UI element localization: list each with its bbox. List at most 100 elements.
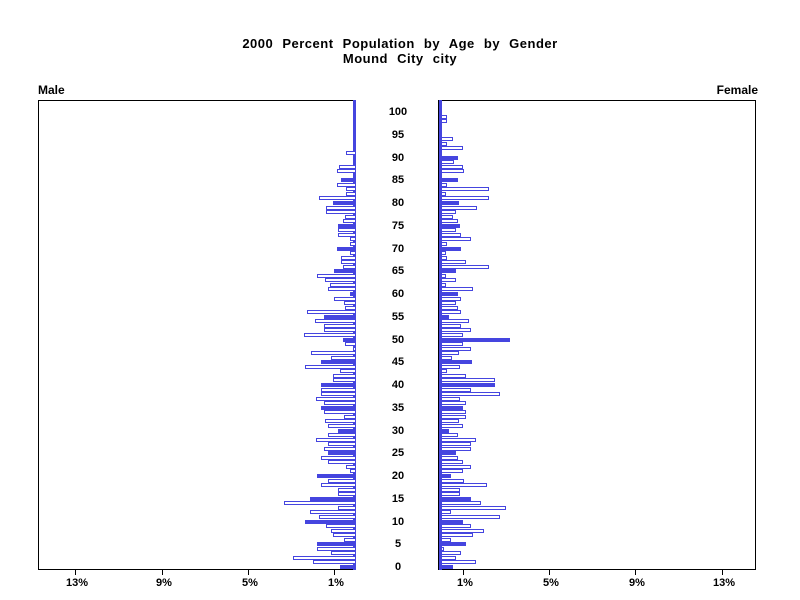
male-bar (338, 233, 356, 237)
female-bar (441, 374, 466, 378)
male-bar (328, 287, 356, 291)
male-bar (316, 438, 356, 442)
male-panel-label: Male (38, 83, 65, 97)
female-bar (441, 115, 447, 119)
female-bar (441, 520, 463, 524)
percent-tick-label: 1% (328, 577, 344, 589)
age-tick-label: 90 (391, 152, 405, 164)
male-bar (343, 338, 356, 342)
female-bar (441, 397, 460, 401)
female-bar (441, 219, 458, 223)
male-bar (304, 333, 356, 337)
female-bar (441, 233, 461, 237)
male-bar (324, 410, 356, 414)
female-bar (441, 369, 447, 373)
male-bar (326, 206, 356, 210)
female-bar (441, 242, 447, 246)
male-bar (321, 483, 356, 487)
female-bar (441, 392, 500, 396)
male-bar (346, 151, 356, 155)
male-bar (338, 492, 356, 496)
male-bar (331, 356, 356, 360)
female-zero-axis-line (439, 100, 442, 570)
female-bar (441, 406, 463, 410)
chart-title-line1: 2000 Percent Population by Age by Gender (242, 36, 558, 51)
female-bar (441, 338, 510, 342)
male-bar (305, 520, 356, 524)
female-bar (441, 506, 506, 510)
male-bar (350, 251, 356, 255)
female-bar (441, 183, 447, 187)
male-bar (338, 228, 356, 232)
female-bar (441, 410, 466, 414)
male-bar (324, 315, 356, 319)
age-tick-label: 10 (391, 516, 405, 528)
age-tick-label: 95 (391, 129, 405, 141)
male-bar (321, 392, 356, 396)
age-tick-label: 30 (391, 425, 405, 437)
female-bar (441, 365, 460, 369)
percent-tick-label: 9% (629, 577, 645, 589)
male-bar (319, 196, 356, 200)
male-bar (350, 469, 356, 473)
female-bar (441, 451, 456, 455)
female-bar (441, 165, 463, 169)
female-bar (441, 283, 446, 287)
age-tick-label: 25 (391, 447, 405, 459)
male-bar (321, 456, 356, 460)
male-bar (345, 342, 356, 346)
female-bar (441, 278, 456, 282)
male-bar (333, 378, 356, 382)
male-bar (344, 301, 356, 305)
female-panel-label: Female (716, 83, 758, 97)
female-plot-area (438, 100, 756, 570)
male-bar (324, 328, 356, 332)
female-bar (441, 310, 461, 314)
male-bar (333, 374, 356, 378)
female-bar (441, 533, 473, 537)
male-bar (321, 360, 356, 364)
male-bar (346, 192, 356, 196)
male-plot-area (38, 100, 356, 570)
male-bar (338, 429, 356, 433)
percent-tick-mark (549, 570, 550, 575)
male-bar (331, 551, 356, 555)
female-bar (441, 178, 458, 182)
female-bar (441, 256, 447, 260)
female-bar (441, 474, 451, 478)
female-bar (441, 274, 446, 278)
male-bar (313, 560, 356, 564)
male-bar (293, 556, 356, 560)
male-bar (328, 442, 356, 446)
age-tick-label: 70 (391, 243, 405, 255)
male-bar (321, 388, 356, 392)
percent-tick-mark (722, 570, 723, 575)
age-tick-label: 15 (391, 493, 405, 505)
male-bar (339, 165, 356, 169)
age-tick-label: 65 (391, 265, 405, 277)
female-bar (441, 415, 466, 419)
female-bar (441, 347, 471, 351)
female-bar (441, 297, 461, 301)
female-bar (441, 292, 458, 296)
female-bar (441, 515, 500, 519)
age-tick-label: 55 (391, 311, 405, 323)
male-bar (343, 219, 356, 223)
male-bar (321, 406, 356, 410)
age-tick-label: 40 (391, 379, 405, 391)
female-bar (441, 442, 471, 446)
female-bar (441, 524, 471, 528)
percent-tick-label: 5% (242, 577, 258, 589)
male-bar (341, 178, 356, 182)
female-bar (441, 315, 449, 319)
female-bar (441, 328, 471, 332)
female-bar (441, 351, 459, 355)
male-bar (317, 474, 356, 478)
female-bar (441, 542, 466, 546)
male-bar (346, 465, 356, 469)
age-tick-label: 20 (391, 470, 405, 482)
male-bar (317, 547, 356, 551)
female-bar (441, 360, 472, 364)
female-bar (441, 187, 489, 191)
female-bar (441, 465, 471, 469)
